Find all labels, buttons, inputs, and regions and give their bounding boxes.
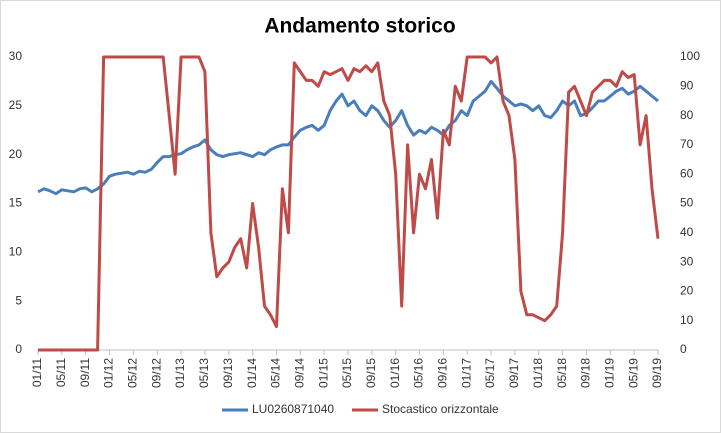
series-line (38, 55, 660, 352)
x-tick-label: 05/13 (197, 358, 211, 388)
x-tick-label: 05/18 (555, 358, 569, 388)
y2-tick-label: 0 (680, 342, 687, 356)
x-tick-label: 05/11 (54, 358, 68, 387)
x-tick-label: 01/17 (459, 358, 473, 388)
y2-tick-label: 50 (680, 196, 694, 210)
x-tick-label: 01/15 (316, 358, 330, 388)
y2-tick-label: 80 (680, 108, 694, 122)
y2-tick-label: 90 (680, 78, 694, 92)
x-tick-label: 09/19 (650, 358, 664, 388)
x-tick-label: 09/18 (579, 358, 593, 388)
y2-tick-label: 100 (680, 49, 700, 63)
y-tick-label: 30 (9, 49, 23, 63)
x-tick-label: 01/13 (173, 358, 187, 388)
legend-label: LU0260871040 (252, 402, 334, 416)
x-tick-label: 01/11 (30, 358, 44, 387)
x-tick-label: 09/11 (78, 358, 92, 387)
y-tick-label: 0 (15, 342, 22, 356)
y2-tick-label: 60 (680, 166, 694, 180)
y2-tick-label: 10 (680, 313, 694, 327)
x-tick-label: 01/14 (245, 358, 259, 388)
legend-label: Stocastico orizzontale (382, 402, 499, 416)
x-tick-label: 05/17 (483, 358, 497, 388)
y2-tick-label: 30 (680, 254, 694, 268)
y-tick-label: 5 (15, 293, 22, 307)
x-tick-label: 05/15 (340, 358, 354, 388)
x-tick-label: 09/15 (364, 358, 378, 388)
x-tick-label: 01/16 (388, 358, 402, 388)
chart-title: Andamento storico (264, 15, 455, 38)
x-tick-label: 01/18 (531, 358, 545, 388)
x-tick-label: 05/19 (626, 358, 640, 388)
x-tick-label: 09/12 (149, 358, 163, 388)
x-tick-label: 09/16 (436, 358, 450, 388)
x-tick-label: 05/16 (412, 358, 426, 388)
y-tick-label: 20 (9, 147, 23, 161)
y-tick-label: 15 (9, 196, 23, 210)
y2-tick-label: 70 (680, 137, 694, 151)
y2-tick-label: 20 (680, 284, 694, 298)
series-line (37, 79, 659, 196)
x-tick-label: 05/12 (126, 358, 140, 388)
y-tick-label: 10 (9, 245, 23, 259)
x-tick-label: 05/14 (269, 358, 283, 388)
x-tick-label: 01/19 (602, 358, 616, 388)
x-tick-label: 01/12 (102, 358, 116, 388)
x-tick-label: 09/14 (292, 358, 306, 388)
x-tick-label: 09/17 (507, 358, 521, 388)
x-tick-label: 09/13 (221, 358, 235, 388)
y2-tick-label: 40 (680, 225, 694, 239)
y-tick-label: 25 (9, 98, 23, 112)
